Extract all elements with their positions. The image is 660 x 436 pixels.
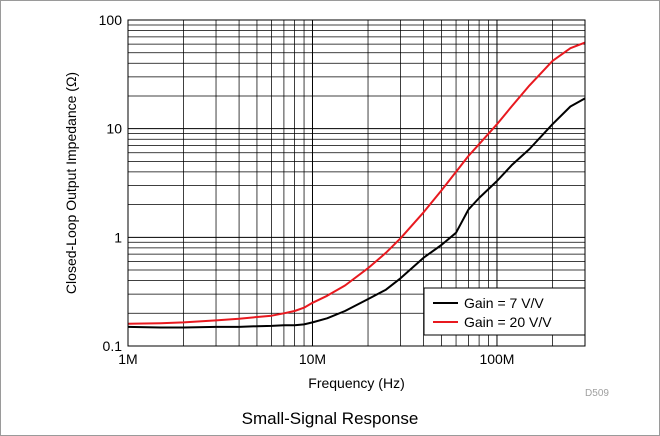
chart-series: [127, 41, 586, 329]
plot-border: [127, 19, 586, 347]
y-tick-label: 1: [114, 229, 122, 245]
x-tick-label: 10M: [299, 351, 326, 367]
legend-label-gain-7: Gain = 7 V/V: [464, 295, 544, 311]
x-tick-label: 100M: [479, 351, 514, 367]
legend-label-gain-20: Gain = 20 V/V: [464, 314, 552, 330]
x-tick-label: 1M: [118, 351, 137, 367]
figure-id: D509: [585, 388, 609, 399]
y-tick-label: 0.1: [103, 338, 123, 354]
y-tick-labels: 0.1 1 10 100: [99, 12, 123, 354]
legend: Gain = 7 V/V Gain = 20 V/V: [423, 287, 586, 336]
x-tick-labels: 1M 10M 100M: [118, 351, 514, 367]
figure-caption: Small-Signal Response: [242, 409, 419, 428]
series-line-gain-20: [127, 41, 586, 325]
y-tick-label: 10: [106, 121, 122, 137]
y-tick-label: 100: [99, 12, 123, 28]
x-axis-title: Frequency (Hz): [308, 375, 404, 391]
y-axis-title: Closed-Loop Output Impedance (Ω): [63, 72, 79, 294]
series-line-gain-7: [127, 97, 586, 329]
legend-box: [423, 287, 586, 336]
